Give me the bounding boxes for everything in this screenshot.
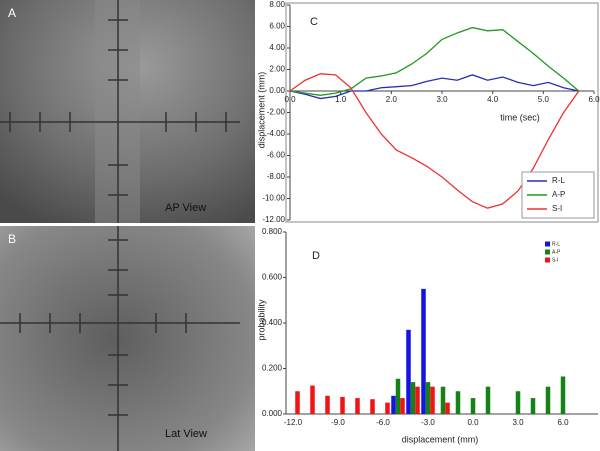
x-axis-title: displacement (mm) (402, 434, 479, 444)
bar (410, 382, 416, 414)
legend-label: S-I (552, 204, 562, 213)
bar (440, 386, 446, 414)
bar (340, 396, 345, 414)
x-tick-label: 5.0 (538, 95, 550, 104)
y-tick-label: 2.00 (269, 65, 285, 74)
y-tick-label: -10.00 (262, 194, 285, 203)
y-tick-label: 4.00 (269, 43, 285, 52)
chart-label: C (310, 16, 318, 28)
bar (455, 391, 461, 414)
x-tick-label: -3.0 (421, 418, 435, 427)
bar (470, 398, 476, 414)
x-tick-label: 0.0 (284, 95, 296, 104)
bar (515, 391, 521, 414)
x-tick-label: -12.0 (284, 418, 303, 427)
legend-swatch (545, 257, 550, 263)
bar (445, 402, 450, 414)
panel-caption: AP View (165, 202, 206, 214)
legend-label: S-I (552, 257, 558, 263)
y-axis-title: probability (256, 299, 266, 341)
image-b (0, 226, 255, 451)
bar (395, 378, 401, 414)
bar (560, 376, 566, 414)
bar (391, 395, 396, 414)
legend-swatch (545, 241, 550, 247)
x-tick-label: 1.0 (335, 95, 347, 104)
bar (545, 386, 551, 414)
bar (421, 288, 426, 414)
y-tick-label: 0.000 (262, 409, 283, 418)
x-tick-label: 4.0 (487, 95, 499, 104)
y-tick-label: 8.00 (269, 0, 285, 9)
bar (425, 382, 431, 414)
x-axis-title: time (sec) (500, 112, 540, 122)
bar (485, 386, 491, 414)
bar (430, 386, 435, 414)
bar (385, 402, 390, 414)
panel-label: A (8, 6, 16, 20)
y-tick-label: -8.00 (267, 172, 286, 181)
bar (530, 398, 536, 414)
x-tick-label: -9.0 (331, 418, 345, 427)
y-tick-label: 6.00 (269, 22, 285, 31)
y-tick-label: 0.800 (262, 227, 283, 236)
panel-label: B (8, 232, 16, 246)
x-tick-label: 3.0 (436, 95, 448, 104)
legend-label: A-P (552, 249, 561, 255)
x-tick-label: 2.0 (386, 95, 398, 104)
image-a (0, 0, 255, 223)
legend-label: R-L (552, 241, 560, 247)
x-tick-label: 3.0 (512, 418, 524, 427)
y-tick-label: 0.600 (262, 273, 283, 282)
bar (415, 386, 420, 414)
y-tick-label: -4.00 (267, 129, 286, 138)
legend-label: R-L (552, 176, 565, 185)
bar (406, 329, 411, 414)
y-tick-label: -2.00 (267, 108, 286, 117)
x-tick-label: -6.0 (376, 418, 390, 427)
bar (370, 399, 375, 414)
x-tick-label: 0.0 (467, 418, 479, 427)
series-line (289, 26, 580, 96)
y-tick-label: 0.400 (262, 318, 283, 327)
bar (325, 395, 330, 414)
y-tick-label: 0.200 (262, 364, 283, 373)
bar (355, 398, 360, 414)
panel-caption: Lat View (165, 428, 207, 440)
bar (310, 385, 315, 414)
y-tick-label: 0.00 (269, 86, 285, 95)
x-tick-label: 6.0 (588, 95, 600, 104)
y-axis-title: displacement (mm) (256, 72, 266, 149)
x-tick-label: 6.0 (557, 418, 569, 427)
bar (400, 398, 405, 414)
y-tick-label: -12.00 (262, 215, 285, 224)
chart-label: D (312, 250, 320, 262)
legend-label: A-P (552, 190, 565, 199)
bar (295, 391, 300, 414)
series-line (289, 74, 579, 100)
y-tick-label: -6.00 (267, 151, 286, 160)
legend-swatch (545, 249, 550, 255)
